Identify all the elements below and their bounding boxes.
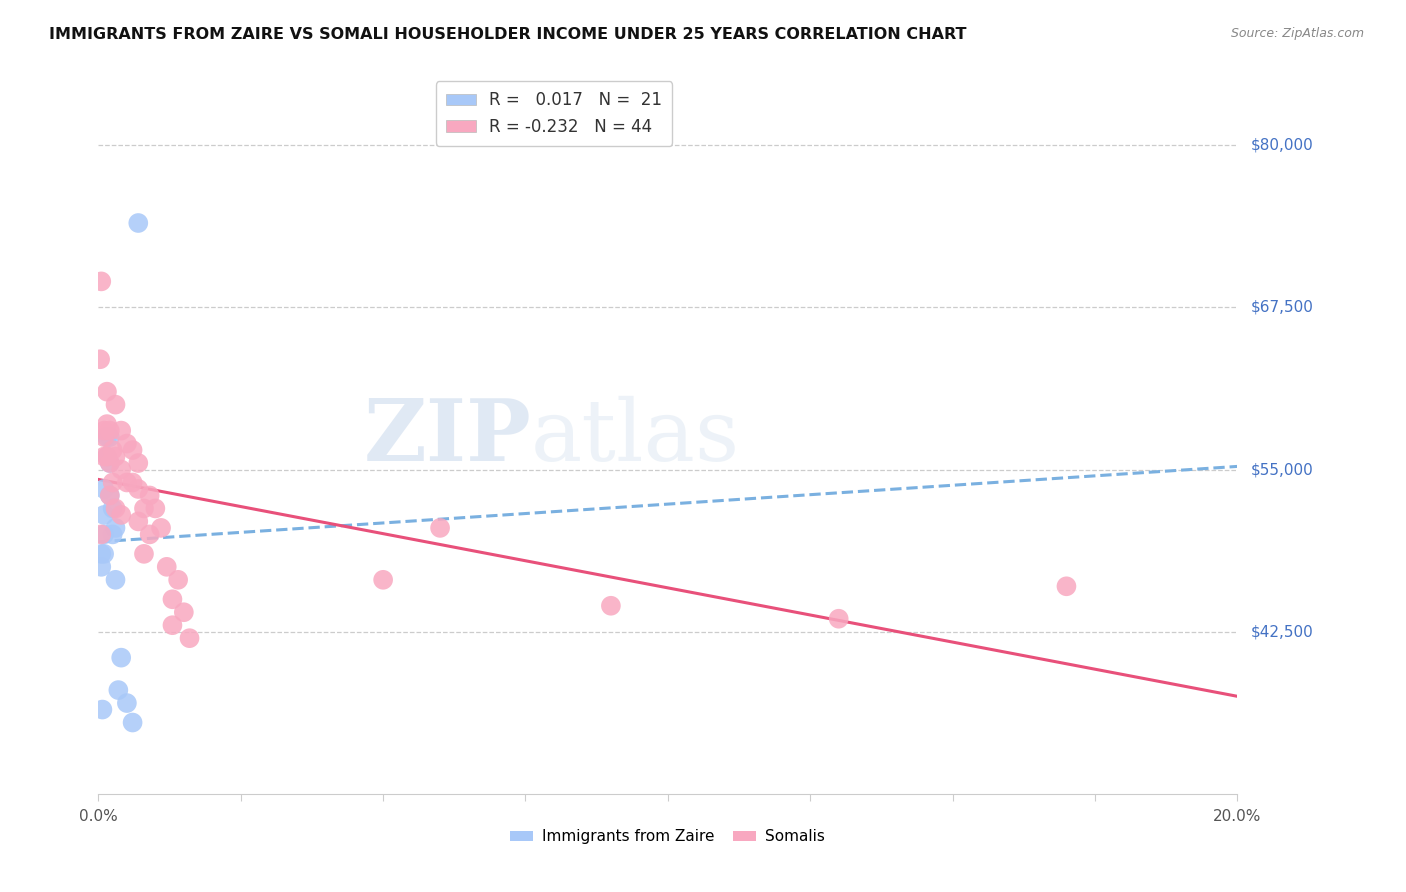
Point (156, 559, 179, 574)
Point (107, 683, 129, 698)
Point (96, 430, 118, 444)
Point (127, 515, 149, 529)
Point (98, 424, 121, 438)
Point (828, 612, 851, 626)
Point (115, 475, 138, 490)
Point (93, 547, 115, 561)
Point (93, 450, 115, 464)
Point (98, 488, 121, 502)
Point (96, 450, 118, 464)
Point (179, 631, 201, 645)
Point (429, 521, 451, 535)
Point (110, 424, 132, 438)
Text: Source: ZipAtlas.com: Source: ZipAtlas.com (1230, 27, 1364, 40)
Point (167, 573, 190, 587)
Point (90, 274, 112, 288)
Text: $55,000: $55,000 (1251, 462, 1315, 477)
Text: ZIP: ZIP (363, 395, 531, 479)
Point (115, 696, 138, 710)
Point (127, 216, 149, 230)
Point (93, 424, 115, 438)
Legend: Immigrants from Zaire, Somalis: Immigrants from Zaire, Somalis (505, 823, 831, 850)
Point (110, 462, 132, 476)
Point (600, 599, 623, 613)
Point (145, 501, 167, 516)
Point (127, 456, 149, 470)
Point (1056, 579, 1078, 593)
Point (162, 618, 184, 632)
Point (101, 527, 124, 541)
Point (132, 501, 155, 516)
Point (104, 398, 127, 412)
Text: $80,000: $80,000 (1251, 137, 1315, 153)
Point (96, 417, 118, 431)
Point (104, 450, 127, 464)
Point (138, 488, 160, 502)
Point (90, 559, 112, 574)
Point (104, 521, 127, 535)
Text: IMMIGRANTS FROM ZAIRE VS SOMALI HOUSEHOLDER INCOME UNDER 25 YEARS CORRELATION CH: IMMIGRANTS FROM ZAIRE VS SOMALI HOUSEHOL… (49, 27, 967, 42)
Point (90, 527, 112, 541)
Point (150, 521, 173, 535)
Point (93, 430, 115, 444)
Point (101, 501, 124, 516)
Point (110, 650, 132, 665)
Point (127, 482, 149, 496)
Point (138, 527, 160, 541)
Point (110, 508, 132, 522)
Point (115, 436, 138, 450)
Point (121, 443, 143, 458)
Point (104, 501, 127, 516)
Point (96, 384, 118, 399)
Point (98, 430, 121, 444)
Point (98, 456, 121, 470)
Point (121, 715, 143, 730)
Point (101, 475, 124, 490)
Point (90, 547, 112, 561)
Point (104, 573, 127, 587)
Point (93, 527, 115, 541)
Point (98, 488, 121, 502)
Text: atlas: atlas (531, 395, 741, 479)
Text: $67,500: $67,500 (1251, 300, 1315, 315)
Point (162, 592, 184, 607)
Point (89, 352, 111, 367)
Point (96, 450, 118, 464)
Point (373, 573, 395, 587)
Point (98, 456, 121, 470)
Point (132, 547, 155, 561)
Text: $42,500: $42,500 (1251, 624, 1315, 640)
Point (91, 702, 114, 716)
Point (93, 508, 115, 522)
Point (121, 475, 143, 490)
Point (93, 482, 115, 496)
Point (101, 443, 124, 458)
Point (173, 605, 195, 619)
